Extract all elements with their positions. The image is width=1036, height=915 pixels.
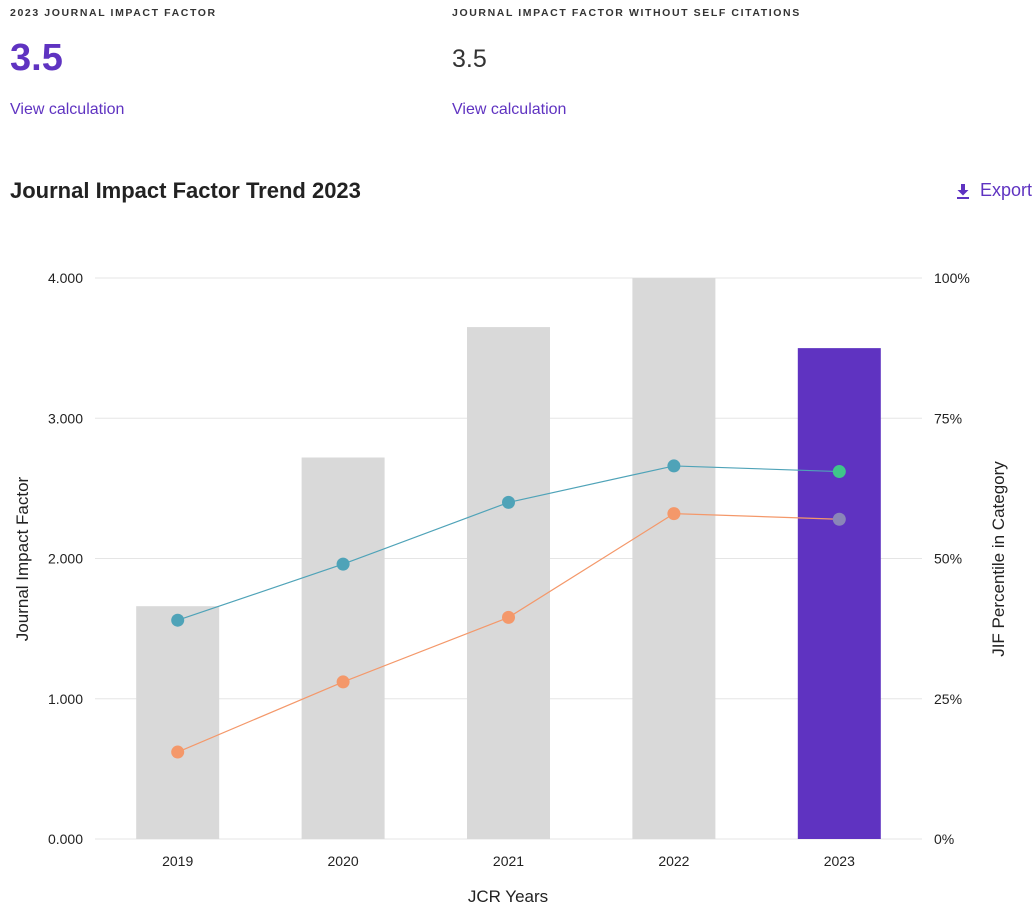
jif-label: 2023 JOURNAL IMPACT FACTOR <box>10 7 217 19</box>
percentile-point-1-2020 <box>336 557 350 571</box>
y-tick-label: 0.000 <box>48 831 83 847</box>
y2-tick-label: 25% <box>934 691 962 707</box>
y-tick-label: 4.000 <box>48 270 83 286</box>
y-tick-label: 3.000 <box>48 410 83 426</box>
y2-tick-label: 50% <box>934 551 962 567</box>
jif-no-self-view-calculation-link[interactable]: View calculation <box>452 101 567 118</box>
download-icon <box>956 183 970 199</box>
bar-2019 <box>136 606 220 839</box>
jif-view-calculation-link[interactable]: View calculation <box>10 101 125 118</box>
export-button[interactable]: Export <box>956 180 1032 201</box>
percentile-point-2-2023 <box>832 512 846 526</box>
bar-2022 <box>632 278 716 839</box>
y2-tick-label: 0% <box>934 831 954 847</box>
percentile-point-1-2019 <box>171 613 185 627</box>
bar-2021 <box>467 327 550 839</box>
bar-2023 <box>797 348 881 839</box>
y-axis-title: Journal Impact Factor <box>13 476 32 641</box>
percentile-point-2-2021 <box>502 610 515 624</box>
y2-axis-title: JIF Percentile in Category <box>989 461 1008 657</box>
x-axis-title: JCR Years <box>468 887 548 906</box>
percentile-point-2-2019 <box>171 745 185 759</box>
y-tick-label: 2.000 <box>48 551 83 567</box>
y2-tick-label: 75% <box>934 410 962 426</box>
bar-2020 <box>301 457 385 839</box>
percentile-point-1-2023 <box>832 465 846 479</box>
x-tick-label: 2020 <box>328 853 359 869</box>
y-tick-label: 1.000 <box>48 691 83 707</box>
percentile-point-1-2022 <box>667 459 681 473</box>
chart-section-title: Journal Impact Factor Trend 2023 <box>10 178 361 203</box>
percentile-point-2-2022 <box>667 507 681 521</box>
export-label: Export <box>979 180 1032 200</box>
jif-no-self-value: 3.5 <box>452 45 487 73</box>
jif-value: 3.5 <box>10 37 63 79</box>
x-tick-label: 2022 <box>658 853 689 869</box>
percentile-point-1-2021 <box>502 495 515 509</box>
x-tick-label: 2019 <box>162 853 193 869</box>
y2-tick-label: 100% <box>934 270 970 286</box>
x-tick-label: 2023 <box>824 853 855 869</box>
jif-no-self-label: JOURNAL IMPACT FACTOR WITHOUT SELF CITAT… <box>452 7 801 19</box>
x-tick-label: 2021 <box>493 853 524 869</box>
percentile-point-2-2020 <box>336 675 350 689</box>
